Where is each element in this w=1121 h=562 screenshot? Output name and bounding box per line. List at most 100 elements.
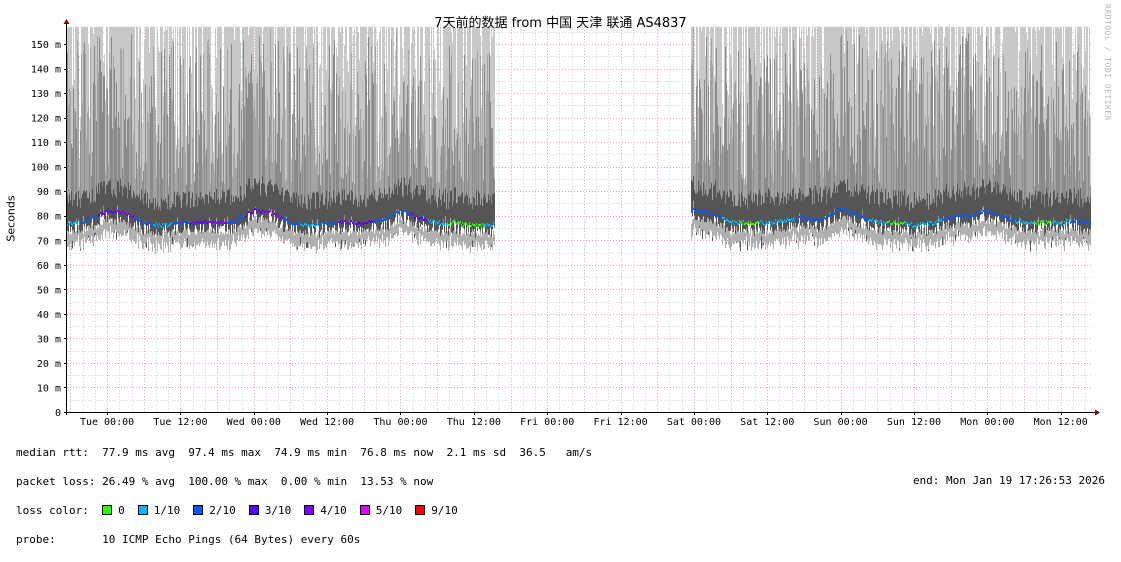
median-mark (916, 226, 917, 228)
smoke-low (894, 230, 895, 239)
smoke-dark (280, 195, 281, 225)
smoke-mid (252, 83, 253, 213)
smoke-low (752, 230, 753, 248)
smoke-dark (395, 188, 396, 218)
smoke-light (327, 26, 328, 225)
median-mark (956, 215, 957, 217)
smoke-light (483, 26, 484, 228)
smoke-mid (1039, 124, 1040, 225)
smoke-mid (269, 115, 270, 213)
smoke-low (220, 232, 221, 250)
median-mark (959, 215, 960, 217)
median-mark (869, 219, 870, 221)
smoke-mid (887, 40, 888, 222)
smoke-dark (316, 191, 317, 224)
median-mark (753, 223, 754, 225)
smoke-light (323, 26, 324, 226)
smoke-light (221, 26, 222, 221)
smoke-dark (708, 193, 709, 235)
smoke-dark (903, 195, 904, 232)
smoke-mid (288, 71, 289, 221)
smoke-mid (731, 67, 732, 225)
median-mark (855, 213, 856, 215)
smoke-low (492, 237, 493, 251)
median-mark (925, 223, 926, 225)
median-mark (220, 221, 221, 223)
smoke-low (693, 218, 694, 230)
smoke-mid (987, 81, 988, 210)
smoke-dark (1018, 201, 1019, 235)
median-mark (173, 222, 174, 224)
smoke-dark (747, 209, 748, 251)
smoke-low (1072, 227, 1073, 243)
smoke-low (850, 219, 851, 230)
smoke-mid (264, 71, 265, 213)
smoke-dark (746, 198, 747, 235)
smoke-dark (396, 184, 397, 210)
smoke-mid (839, 147, 840, 210)
smoke-low (1017, 233, 1018, 247)
median-mark (937, 220, 938, 222)
smoke-light (1049, 26, 1050, 223)
smoke-low (1019, 229, 1020, 243)
smoke-light (1070, 26, 1071, 223)
smoke-low (230, 234, 231, 250)
smoke-dark (308, 194, 309, 225)
smoke-low (884, 229, 885, 239)
smoke-light (437, 26, 438, 223)
smoke-mid (182, 146, 183, 223)
smoke-low (136, 227, 137, 243)
smoke-dark (271, 184, 272, 210)
smoke-low (1089, 229, 1090, 245)
smoke-mid (89, 153, 90, 221)
smoke-mid (130, 76, 131, 215)
smoke-dark (431, 195, 432, 233)
smoke-low (193, 231, 194, 245)
smoke-dark (1058, 202, 1059, 241)
smoke-mid (730, 126, 731, 222)
smoke-low (124, 220, 125, 230)
smoke-low (980, 222, 981, 235)
median-mark (128, 213, 129, 215)
smoke-low (932, 229, 933, 244)
smoke-mid (283, 46, 284, 221)
median-mark (746, 222, 747, 224)
smoke-dark (842, 181, 843, 224)
smoke-low (90, 228, 91, 243)
smoke-low (302, 235, 303, 248)
smoke-dark (272, 185, 273, 224)
smoke-dark (1063, 196, 1064, 235)
smoke-light (1052, 64, 1053, 223)
smoke-mid (806, 104, 807, 220)
smoke-low (354, 231, 355, 247)
smoke-low (435, 230, 436, 243)
smoke-low (165, 231, 166, 249)
smoke-dark (240, 185, 241, 224)
smoke-low (84, 227, 85, 237)
smoke-low (401, 220, 402, 228)
median-mark (794, 220, 795, 222)
smoke-mid (1042, 86, 1043, 223)
median-mark (849, 212, 850, 214)
smoke-dark (1021, 190, 1022, 224)
smoke-low (153, 231, 154, 244)
smoke-low (817, 232, 818, 249)
smoke-dark (896, 195, 897, 238)
smoke-mid (848, 101, 849, 213)
smoke-low (278, 227, 279, 240)
smoke-low (494, 234, 495, 246)
smoke-mid (726, 82, 727, 221)
smoke-dark (147, 192, 148, 226)
smoke-light (192, 26, 193, 222)
smoke-low (348, 235, 349, 250)
smoke-low (1078, 234, 1079, 246)
median-mark (89, 219, 90, 221)
smoke-low (385, 230, 386, 247)
smoke-low (249, 216, 250, 230)
smoke-dark (994, 187, 995, 220)
smoke-low (806, 226, 807, 242)
median-mark (900, 222, 901, 224)
median-mark (345, 220, 346, 222)
smoke-mid (489, 53, 490, 226)
smoke-mid (143, 170, 144, 225)
